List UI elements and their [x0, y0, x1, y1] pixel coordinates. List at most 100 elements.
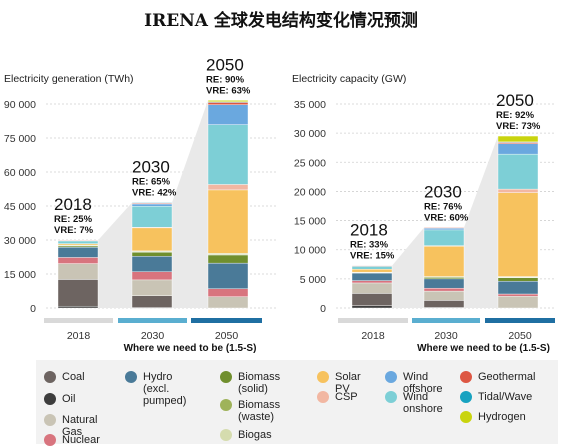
bar-segment-nuclear	[131, 271, 173, 281]
annotation-vre: VRE: 15%	[350, 251, 395, 262]
legend-label: Oil	[62, 393, 76, 405]
legend-swatch-icon	[317, 371, 329, 383]
bar-segment-solar-pv	[207, 189, 249, 254]
legend-label: Solar PV	[335, 371, 361, 395]
y-tick-label: 30 000	[4, 235, 36, 247]
legend-item: Biomass (solid)	[220, 371, 280, 395]
legend-item: Wind offshore	[385, 371, 443, 395]
legend-label: Biogas	[238, 429, 272, 441]
legend-swatch-icon	[317, 391, 329, 403]
legend-item: Hydrogen	[460, 411, 526, 423]
x-band	[191, 318, 262, 323]
bar-segment-wind-onshore	[423, 229, 465, 246]
annotation-re: RE: 25%	[54, 214, 93, 225]
legend-label: Wind offshore	[403, 371, 443, 395]
bar-segment-nuclear	[207, 288, 249, 297]
legend-label: Biomass (solid)	[238, 371, 281, 395]
legend-swatch-icon	[460, 411, 472, 423]
y-tick-label: 45 000	[4, 201, 36, 213]
bar-segment-wind-offshore	[131, 203, 173, 207]
page-title: IRENA 全球发电结构变化情况预测	[144, 11, 418, 31]
legend-item: Oil	[44, 393, 75, 405]
bar-segment-tidal-wave	[131, 202, 173, 204]
bar-segment-geothermal	[207, 102, 249, 105]
bar-segment-hydro-excl-pumped-	[423, 278, 465, 289]
legend-label: Biomass (waste)	[238, 399, 281, 423]
y-tick-label: 10 000	[294, 245, 326, 257]
legend-swatch-icon	[44, 434, 56, 446]
legend-item: CSP	[317, 391, 358, 403]
bar-connector	[464, 136, 498, 308]
annotation-vre: VRE: 60%	[424, 213, 469, 224]
bar-segment-natural-gas	[351, 282, 393, 294]
bar-segment-biomass-solid-	[497, 277, 539, 282]
bar-segment-solar-pv	[57, 243, 99, 246]
bar-segment-solar-pv	[497, 192, 539, 277]
annotation-re: RE: 92%	[496, 110, 535, 121]
legend-item: Coal	[44, 371, 85, 383]
annotation-re: RE: 65%	[132, 177, 171, 188]
legend-label: Hydrogen	[478, 411, 526, 423]
annotation-vre: VRE: 73%	[496, 121, 541, 132]
y-tick-label: 30 000	[294, 128, 326, 140]
legend-swatch-icon	[44, 393, 56, 405]
bar-connector	[392, 227, 424, 308]
legend-swatch-icon	[460, 371, 472, 383]
bar-segment-hydrogen	[207, 100, 249, 102]
x-tick-label: 2030	[141, 330, 165, 342]
bar-segment-nuclear	[497, 293, 539, 297]
y-tick-label: 35 000	[294, 99, 326, 111]
bar-segment-csp	[497, 188, 539, 193]
annotation-year: 2018	[350, 221, 388, 240]
bar-segment-solar-pv	[351, 269, 393, 273]
annotation-year: 2030	[424, 183, 462, 202]
bar-segment-nuclear	[351, 280, 393, 284]
bar-segment-coal	[57, 279, 99, 307]
bar-segment-biomass-solid-	[207, 254, 249, 264]
y-tick-label: 0	[320, 303, 326, 315]
annotation-year: 2018	[54, 195, 92, 214]
x-axis-caption: Where we need to be (1.5-S)	[124, 343, 257, 354]
annotation-year: 2050	[206, 55, 244, 74]
legend-label: Nuclear	[62, 434, 100, 446]
y-tick-label: 60 000	[4, 167, 36, 179]
legend-label: Geothermal	[478, 371, 536, 383]
x-band	[485, 318, 555, 323]
legend-swatch-icon	[385, 391, 397, 403]
chart-panel-1: Electricity generation (TWh) 0 15 000 30 00…	[4, 55, 276, 354]
bar-segment-wind-offshore	[423, 227, 465, 231]
bar-segment-wind-onshore	[497, 153, 539, 190]
x-axis-caption: Where we need to be (1.5-S)	[417, 343, 550, 354]
bar-connector	[172, 100, 208, 308]
legend-item: Biomass (waste)	[220, 399, 280, 423]
chart-panel-2: Electricity capacity (GW) 0 5 000 10 000 15 …	[292, 73, 556, 354]
x-band	[338, 318, 408, 323]
bar-segment-coal	[131, 295, 173, 308]
y-tick-label: 5 000	[300, 274, 326, 286]
legend-item: Solar PV	[317, 371, 361, 395]
annotation-re: RE: 90%	[206, 74, 245, 85]
bar-segment-wind-offshore	[207, 104, 249, 125]
legend-item: Biogas	[220, 429, 272, 441]
bar-segment-natural-gas	[131, 279, 173, 296]
bar-segment-solar-pv	[423, 246, 465, 277]
bar-segment-geothermal	[423, 227, 465, 229]
x-tick-label: 2018	[67, 330, 91, 342]
annotation-year: 2050	[496, 91, 534, 110]
bar-segment-hydro-excl-pumped-	[497, 280, 539, 295]
bar-segment-wind-onshore	[207, 124, 249, 185]
annotation-vre: VRE: 42%	[132, 188, 177, 199]
annotation-re: RE: 76%	[424, 202, 463, 213]
legend-item: Wind onshore	[385, 391, 443, 415]
bar-segment-oil	[351, 305, 393, 309]
x-tick-label: 2018	[361, 330, 385, 342]
y-tick-label: 15 000	[294, 216, 326, 228]
bar-segment-natural-gas	[207, 296, 249, 309]
legend-item: Tidal/Wave	[460, 391, 532, 403]
bar-segment-wind-offshore	[497, 143, 539, 155]
y-tick-label: 0	[30, 303, 36, 315]
annotation-re: RE: 33%	[350, 240, 389, 251]
legend-swatch-icon	[125, 371, 137, 383]
legend-label: Hydro (excl. pumped)	[143, 371, 187, 407]
